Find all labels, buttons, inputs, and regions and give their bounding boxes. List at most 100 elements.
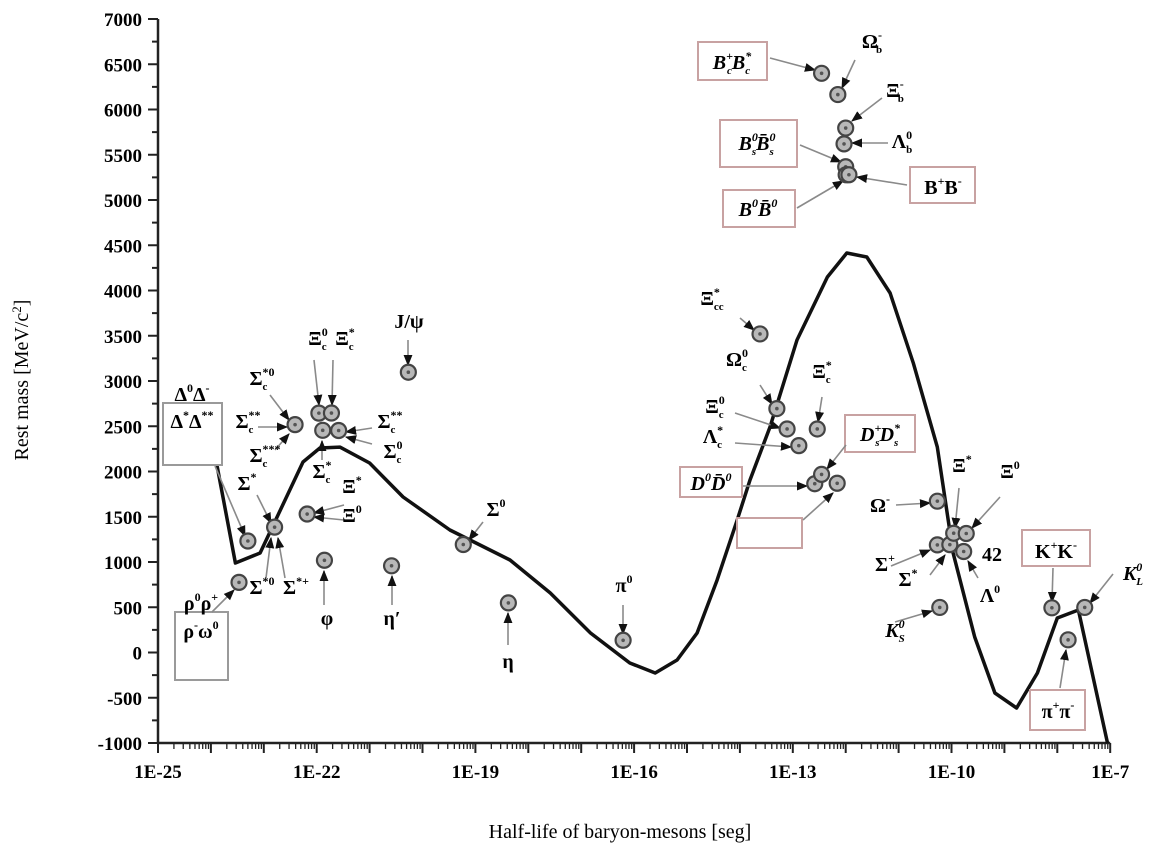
y-tick-label: 4500: [104, 236, 142, 257]
data-point-center: [948, 542, 952, 547]
y-tick-label: 500: [114, 598, 143, 619]
label-base: Ξ: [342, 505, 356, 527]
arrow-icon: [312, 513, 345, 523]
arrow-icon: [796, 180, 844, 209]
label-subscript: c: [263, 458, 268, 470]
label-text: Ξ0 c: [705, 393, 725, 421]
label-box: [174, 611, 229, 681]
data-point-center: [815, 427, 820, 431]
label-base: ρ: [201, 593, 212, 615]
annotation-label: B0 sB̄0 s: [719, 119, 843, 168]
y-tick-label: 6000: [104, 101, 142, 122]
data-point-center: [819, 472, 824, 477]
data-point-center: [406, 370, 411, 375]
label-superscript: *: [326, 458, 332, 472]
label-base: π: [1059, 701, 1070, 723]
data-point-center: [797, 443, 801, 448]
label-base: Ξ: [952, 455, 966, 477]
arrow-icon: [815, 396, 825, 424]
label-base: Ξ: [705, 396, 719, 418]
label-superscript: 0: [725, 470, 731, 484]
annotation-label: π0: [616, 572, 632, 636]
label-superscript: +: [938, 174, 945, 188]
annotation-label: Ξ*: [312, 473, 362, 515]
label-text: K0 S: [884, 617, 904, 645]
y-tick-label: 1000: [104, 553, 142, 574]
y-tick-label: 3500: [104, 327, 142, 348]
data-point-center: [843, 126, 848, 130]
y-tick-label: 1500: [104, 508, 142, 529]
label-subscript: c: [391, 424, 396, 436]
label-base: ω: [198, 621, 213, 643]
label-text: ρ-ω0: [183, 618, 218, 643]
arrow-icon: [312, 504, 345, 515]
label-superscript: **: [391, 408, 403, 422]
data-point: [314, 421, 332, 439]
data-point: [928, 492, 946, 510]
label-superscript: *: [349, 325, 355, 339]
label-superscript: 0: [1014, 458, 1020, 472]
arrow-icon: [327, 359, 337, 407]
label-base: Ξ: [886, 80, 900, 102]
data-point: [835, 135, 853, 153]
annotation-label: K+K-: [1021, 529, 1091, 604]
annotation-label: Λ0 b: [850, 128, 912, 156]
annotation-label: Σ0: [468, 496, 506, 541]
arrow-icon: [769, 57, 817, 72]
label-superscript: 0: [187, 381, 193, 395]
arrow-icon: [734, 441, 793, 451]
label-text: Σ0: [486, 496, 505, 521]
label-text: Ξ*: [952, 452, 972, 477]
data-point: [768, 400, 786, 418]
data-point-center: [461, 542, 466, 547]
data-point: [829, 85, 847, 104]
arrow-icon: [1047, 567, 1057, 604]
label-base: 42: [982, 544, 1002, 566]
y-tick-label: 2500: [104, 417, 142, 438]
arrow-icon: [929, 554, 946, 576]
label-subscript: c: [326, 474, 331, 486]
label-subscript: c: [249, 424, 254, 436]
label-subscript: c: [322, 341, 327, 353]
arrow-icon: [826, 444, 847, 470]
data-point-center: [389, 564, 394, 568]
label-superscript: 0: [626, 572, 632, 586]
label-text: η′: [384, 608, 401, 630]
data-point: [812, 465, 831, 483]
label-base: Δ: [193, 384, 206, 406]
annotation-label: Σ* c: [312, 439, 332, 486]
label-text: Σ*0: [249, 574, 274, 599]
annotation-label: K0 S: [884, 609, 934, 645]
label-superscript: -: [194, 618, 198, 632]
data-point-center: [322, 558, 327, 563]
data-point-center: [293, 422, 297, 427]
label-text: ρ0ρ+: [184, 590, 218, 615]
label-superscript: *: [826, 358, 832, 372]
arrow-icon: [468, 521, 484, 541]
label-text: Σ*** c: [249, 442, 280, 470]
data-point: [840, 166, 858, 184]
arrow-icon: [851, 97, 883, 122]
label-text: Ξ0 c: [308, 325, 328, 353]
label-superscript: 0: [500, 496, 506, 510]
label-text: B+B-: [924, 174, 962, 199]
label-superscript: *: [251, 470, 257, 484]
label-base: Ω: [726, 349, 742, 371]
label-superscript: 0: [752, 130, 758, 144]
x-tick-label: 1E-22: [293, 762, 341, 783]
annotation-label: Ω-: [870, 492, 932, 517]
label-subscript: s: [874, 437, 879, 449]
label-text: Ξ0: [1000, 458, 1020, 483]
data-point-center: [812, 481, 817, 486]
label-base: D: [690, 473, 705, 495]
label-base: Σ: [249, 368, 262, 390]
data-point-center: [836, 92, 840, 97]
label-subscript: L: [1135, 576, 1143, 588]
label-base: Ξ: [335, 328, 349, 350]
label-superscript: 0: [771, 196, 777, 210]
label-superscript: 0: [899, 617, 905, 631]
annotation-label: B0B̄0: [722, 180, 844, 228]
data-point: [499, 594, 517, 612]
annotation-label: [736, 492, 834, 549]
